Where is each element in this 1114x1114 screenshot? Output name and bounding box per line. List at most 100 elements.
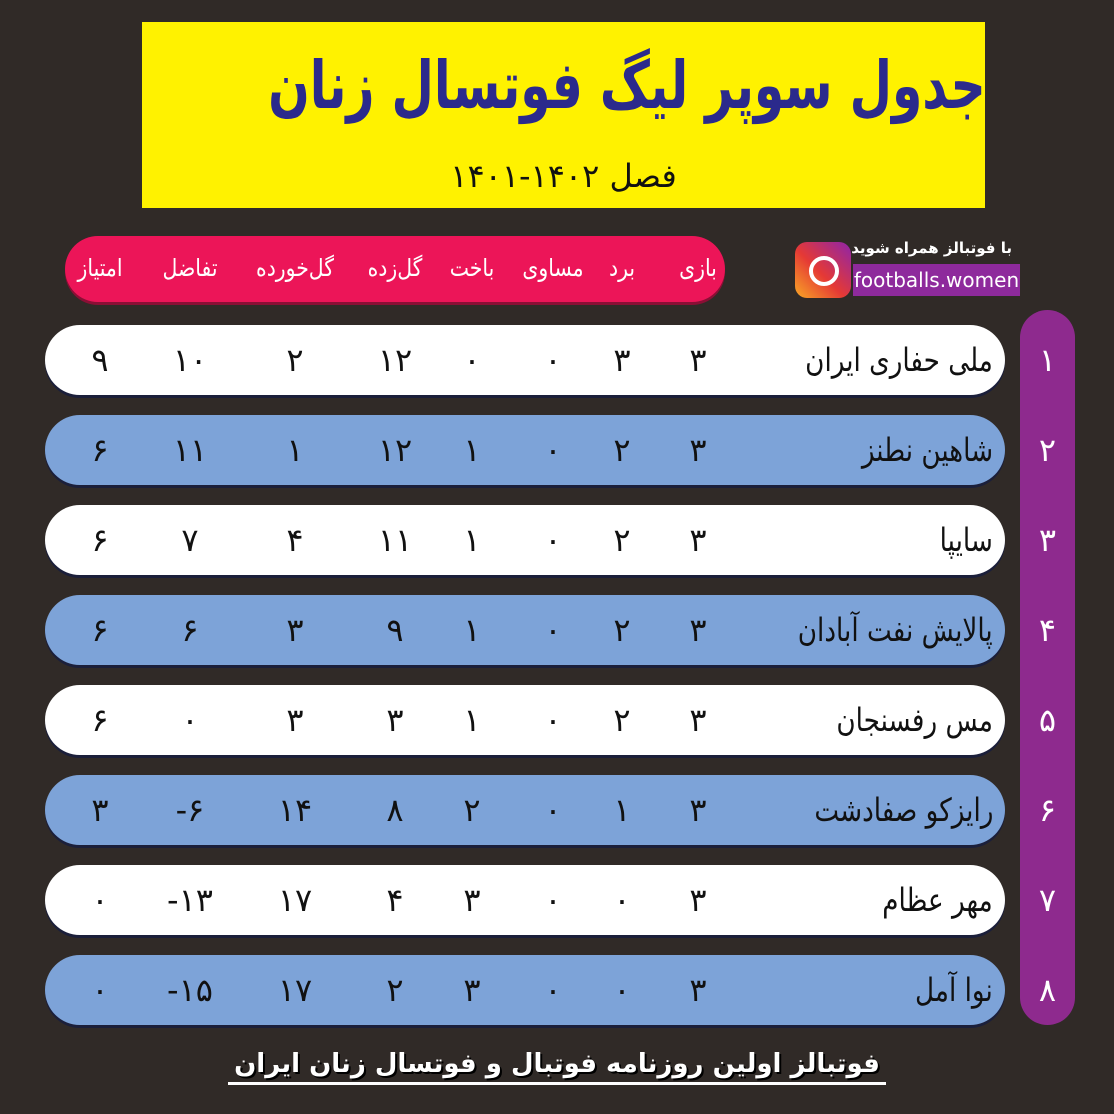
cell-points: ۰	[91, 971, 109, 1009]
cell-goals-against: ۴	[286, 521, 304, 559]
cell-played: ۳	[689, 701, 707, 739]
rank-number: ۷	[1038, 881, 1057, 919]
cell-goal-difference: ۱۰	[172, 341, 208, 379]
cell-goals-for: ۸	[386, 791, 404, 829]
cell-goal-difference: ۷	[181, 521, 199, 559]
team-name: رایزکو صفادشت	[813, 791, 993, 829]
cell-goals-for: ۲	[386, 971, 404, 1009]
rank-number: ۴	[1038, 611, 1057, 649]
cell-goals-against: ۳	[286, 611, 304, 649]
cell-played: ۳	[689, 521, 707, 559]
cell-played: ۳	[689, 341, 707, 379]
cell-goals-against: ۱۷	[277, 971, 313, 1009]
header-points: امتیاز	[77, 254, 123, 282]
cell-points: ۹	[91, 341, 109, 379]
rank-number: ۲	[1038, 431, 1057, 469]
cell-points: ۶	[91, 611, 109, 649]
instagram-icon	[795, 242, 851, 298]
cell-drawn: ۰	[544, 971, 562, 1009]
rank-number: ۳	[1038, 521, 1057, 559]
footer: فوتبالز اولین روزنامه فوتبال و فوتسال زن…	[0, 1046, 1114, 1085]
cell-played: ۳	[689, 881, 707, 919]
cell-won: ۲	[613, 611, 631, 649]
cell-lost: ۳	[463, 971, 481, 1009]
rank-column: ۱ ۲ ۳ ۴ ۵ ۶ ۷ ۸	[1020, 310, 1075, 1025]
cell-lost: ۳	[463, 881, 481, 919]
cell-goal-difference: -۱۵	[167, 971, 213, 1009]
instagram-handle: footballs.women	[853, 264, 1020, 296]
cell-goal-difference: -۱۳	[167, 881, 213, 919]
cell-points: ۰	[91, 881, 109, 919]
cell-goals-for: ۴	[386, 881, 404, 919]
cell-lost: ۱	[463, 431, 481, 469]
instagram-badge: با فوتبالز همراه شوید footballs.women	[795, 239, 1020, 300]
cell-goal-difference: -۶	[175, 791, 205, 829]
team-name: پالایش نفت آبادان	[798, 611, 993, 649]
cell-goals-against: ۱۷	[277, 881, 313, 919]
cell-won: ۰	[613, 971, 631, 1009]
cell-goal-difference: ۱۱	[172, 431, 208, 469]
cell-goals-for: ۱۱	[377, 521, 413, 559]
rank-number: ۸	[1038, 971, 1057, 1009]
cell-drawn: ۰	[544, 611, 562, 649]
cell-goal-difference: ۶	[181, 611, 199, 649]
header-goal-difference: تفاضل	[162, 254, 218, 282]
cell-won: ۲	[613, 431, 631, 469]
table-row: مهر عظام ۳ ۰ ۰ ۳ ۴ ۱۷ -۱۳ ۰	[45, 865, 1005, 935]
cell-goals-against: ۱	[286, 431, 304, 469]
table-row: مس رفسنجان ۳ ۲ ۰ ۱ ۳ ۳ ۰ ۶	[45, 685, 1005, 755]
cell-goals-for: ۹	[386, 611, 404, 649]
page-title: جدول سوپر لیگ فوتسال زنان	[268, 47, 985, 124]
cell-won: ۲	[613, 521, 631, 559]
team-name: مس رفسنجان	[836, 701, 993, 739]
rank-number: ۵	[1038, 701, 1057, 739]
cell-played: ۳	[689, 971, 707, 1009]
table-row: ملی حفاری ایران ۳ ۳ ۰ ۰ ۱۲ ۲ ۱۰ ۹	[45, 325, 1005, 395]
cell-goals-against: ۱۴	[277, 791, 313, 829]
cell-points: ۶	[91, 701, 109, 739]
cell-goals-for: ۱۲	[377, 431, 413, 469]
rank-number: ۱	[1038, 341, 1057, 379]
table-row: رایزکو صفادشت ۳ ۱ ۰ ۲ ۸ ۱۴ -۶ ۳	[45, 775, 1005, 845]
cell-played: ۳	[689, 611, 707, 649]
cell-drawn: ۰	[544, 521, 562, 559]
cell-won: ۰	[613, 881, 631, 919]
cell-goals-for: ۱۲	[377, 341, 413, 379]
team-name: شاهین نطنز	[861, 431, 993, 469]
header-drawn: مساوی	[522, 254, 584, 282]
cell-won: ۳	[613, 341, 631, 379]
table-row: سایپا ۳ ۲ ۰ ۱ ۱۱ ۴ ۷ ۶	[45, 505, 1005, 575]
title-banner: جدول سوپر لیگ فوتسال زنان فصل ۱۴۰۲-۱۴۰۱	[142, 22, 985, 208]
instagram-follow-text: با فوتبالز همراه شوید	[851, 239, 1012, 257]
cell-points: ۳	[91, 791, 109, 829]
table-header: بازی برد مساوی باخت گل‌زده گل‌خورده تفاضل امتیا…	[65, 236, 725, 302]
cell-lost: ۱	[463, 611, 481, 649]
cell-lost: ۲	[463, 791, 481, 829]
header-won: برد	[608, 254, 636, 282]
title-wrapper: جدول سوپر لیگ فوتسال زنان	[142, 36, 985, 136]
cell-goals-for: ۳	[386, 701, 404, 739]
cell-lost: ۱	[463, 521, 481, 559]
cell-won: ۲	[613, 701, 631, 739]
cell-points: ۶	[91, 431, 109, 469]
cell-goals-against: ۲	[286, 341, 304, 379]
cell-drawn: ۰	[544, 791, 562, 829]
team-name: ملی حفاری ایران	[805, 341, 993, 379]
cell-drawn: ۰	[544, 701, 562, 739]
team-name: مهر عظام	[882, 881, 993, 919]
footer-text: فوتبالز اولین روزنامه فوتبال و فوتسال زن…	[228, 1046, 886, 1085]
table-row: پالایش نفت آبادان ۳ ۲ ۰ ۱ ۹ ۳ ۶ ۶	[45, 595, 1005, 665]
cell-lost: ۰	[463, 341, 481, 379]
header-goals-for: گل‌زده	[367, 254, 423, 282]
cell-played: ۳	[689, 791, 707, 829]
cell-points: ۶	[91, 521, 109, 559]
cell-drawn: ۰	[544, 881, 562, 919]
cell-drawn: ۰	[544, 341, 562, 379]
rank-number: ۶	[1038, 791, 1057, 829]
cell-drawn: ۰	[544, 431, 562, 469]
cell-played: ۳	[689, 431, 707, 469]
table-row: نوا آمل ۳ ۰ ۰ ۳ ۲ ۱۷ -۱۵ ۰	[45, 955, 1005, 1025]
cell-won: ۱	[613, 791, 631, 829]
table-row: شاهین نطنز ۳ ۲ ۰ ۱ ۱۲ ۱ ۱۱ ۶	[45, 415, 1005, 485]
cell-goals-against: ۳	[286, 701, 304, 739]
